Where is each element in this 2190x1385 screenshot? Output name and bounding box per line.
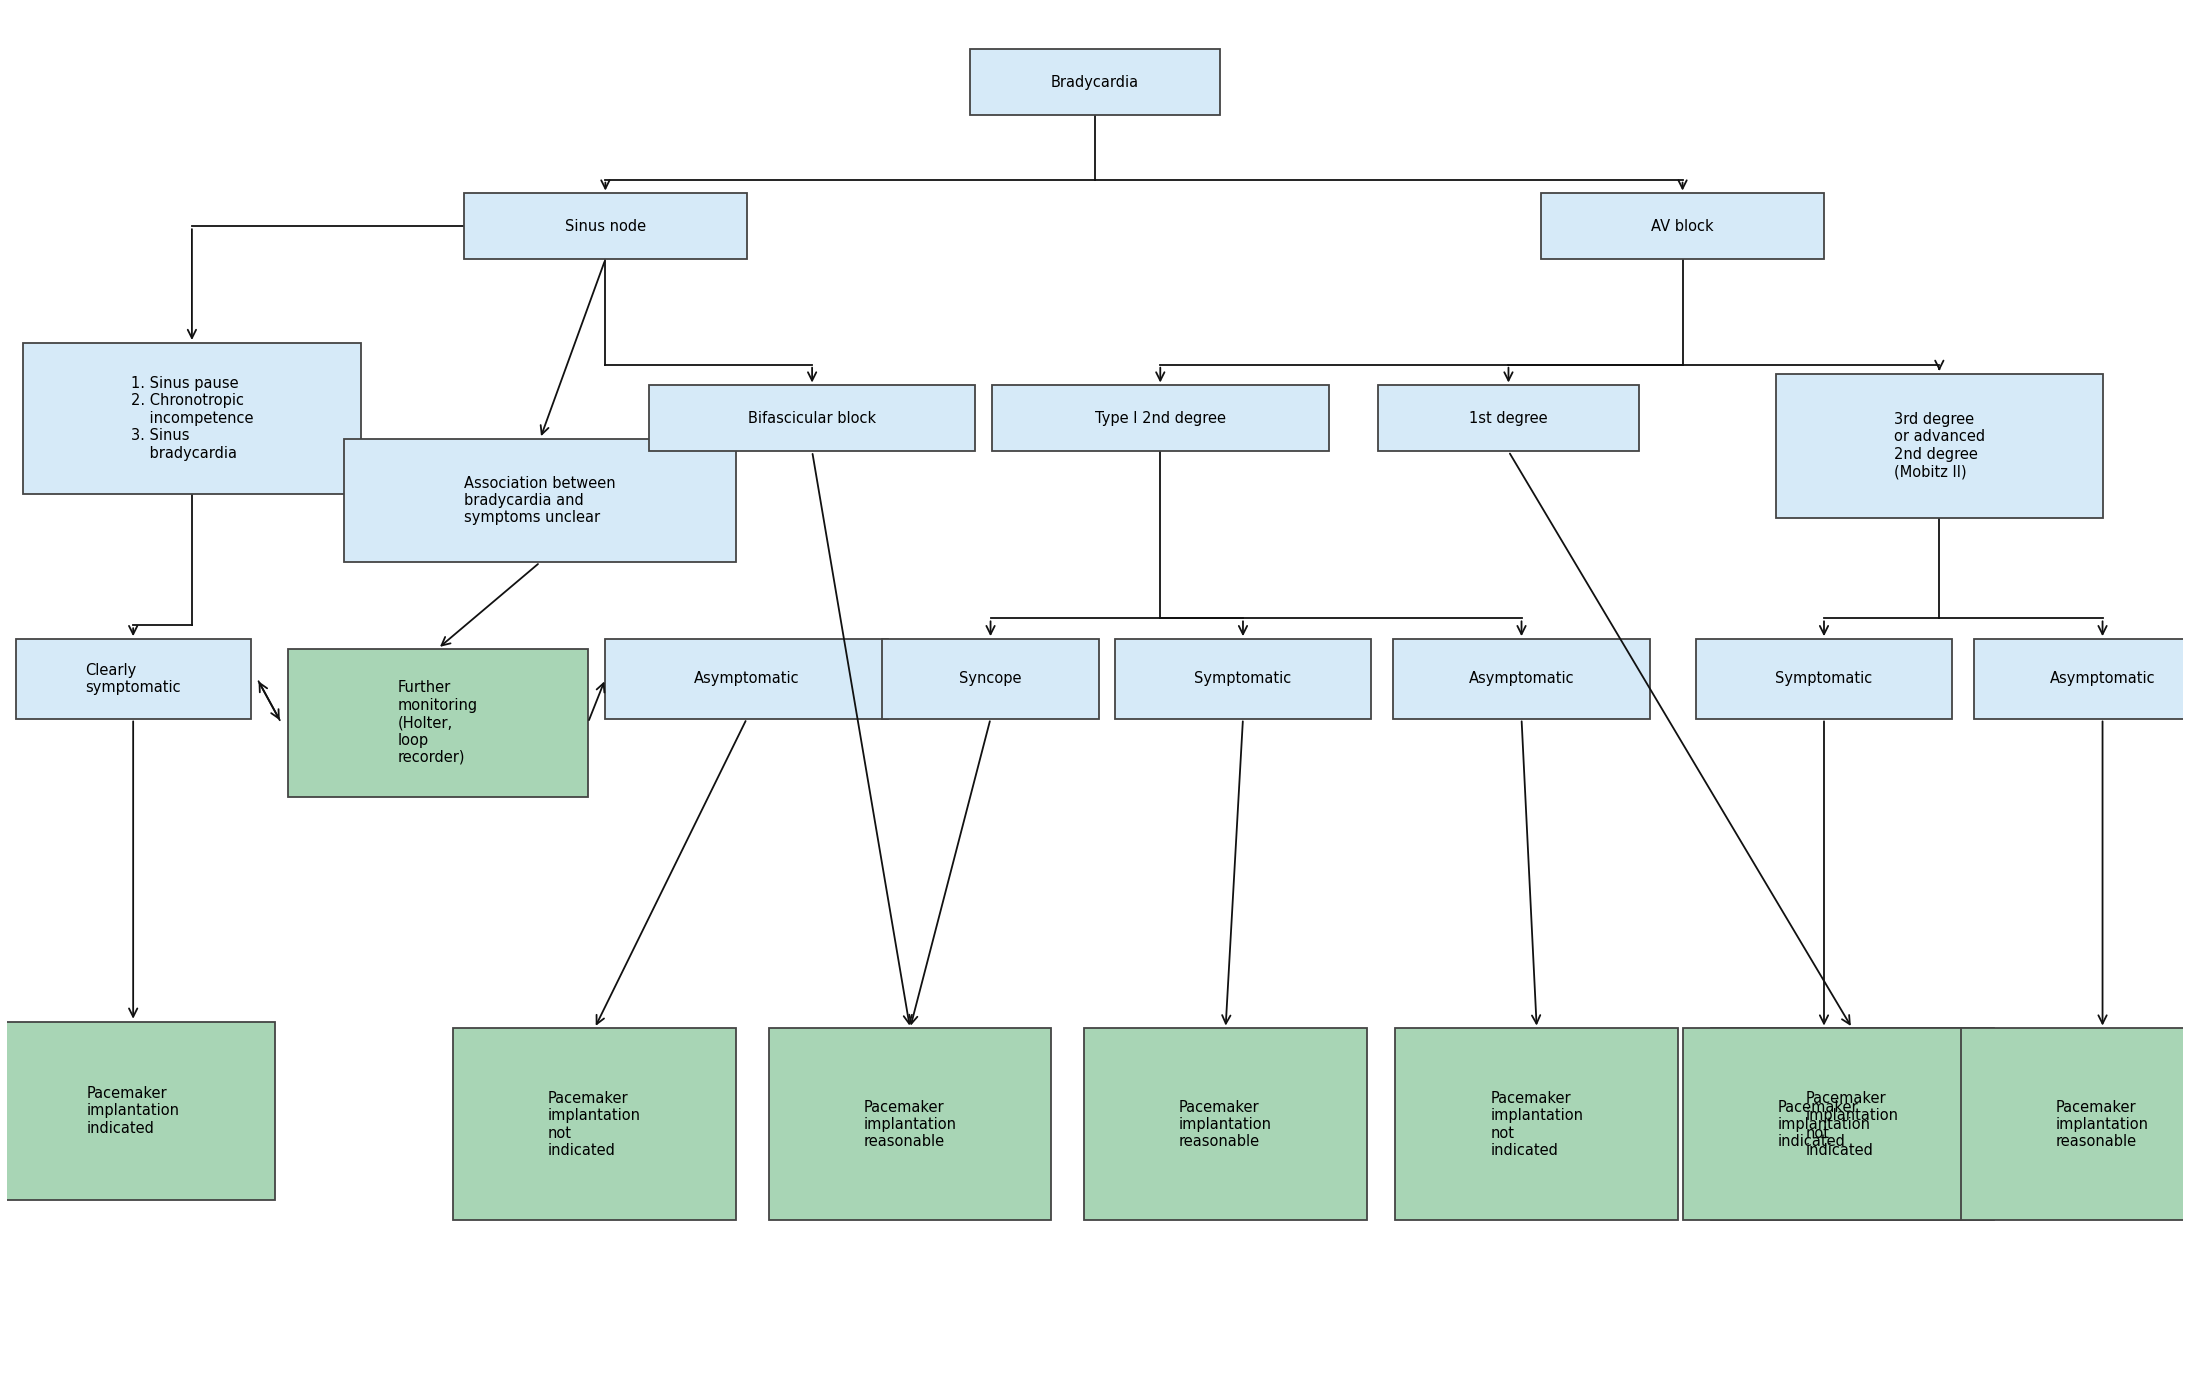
Bar [1115,638,1371,719]
Bar [1393,638,1649,719]
Bar [883,638,1099,719]
Text: Pacemaker
implantation
indicated: Pacemaker implantation indicated [1778,1100,1870,1150]
Text: Pacemaker
implantation
reasonable: Pacemaker implantation reasonable [1178,1100,1272,1150]
Bar [1542,194,1824,259]
Text: Pacemaker
implantation
reasonable: Pacemaker implantation reasonable [2056,1100,2148,1150]
Text: Pacemaker
implantation
not
indicated: Pacemaker implantation not indicated [1489,1091,1583,1158]
Bar [604,638,889,719]
Text: 1. Sinus pause
2. Chronotropic
    incompetence
3. Sinus
    bradycardia: 1. Sinus pause 2. Chronotropic incompete… [131,375,254,461]
Text: Pacemaker
implantation
reasonable: Pacemaker implantation reasonable [863,1100,957,1150]
Bar [0,1022,274,1199]
Bar [1776,374,2102,518]
Bar [970,50,1220,115]
Bar [1960,1029,2190,1220]
Text: Bradycardia: Bradycardia [1051,75,1139,90]
Text: AV block: AV block [1651,219,1715,234]
Bar [24,343,361,493]
Bar [648,385,975,452]
Bar [1682,1029,1964,1220]
Bar [1695,638,1953,719]
Text: Asymptomatic: Asymptomatic [2050,672,2155,687]
Bar [769,1029,1051,1220]
Text: Type I 2nd degree: Type I 2nd degree [1095,411,1226,425]
Bar [1378,385,1638,452]
Text: Asymptomatic: Asymptomatic [1469,672,1575,687]
Bar [287,648,587,796]
Text: Pacemaker
implantation
not
indicated: Pacemaker implantation not indicated [548,1091,642,1158]
Text: Bifascicular block: Bifascicular block [749,411,876,425]
Bar [1710,1029,1993,1220]
Bar [1973,638,2190,719]
Bar [464,194,747,259]
Text: Further
monitoring
(Holter,
loop
recorder): Further monitoring (Holter, loop recorde… [399,680,477,765]
Text: Syncope: Syncope [959,672,1023,687]
Text: Association between
bradycardia and
symptoms unclear: Association between bradycardia and symp… [464,475,615,525]
Text: Sinus node: Sinus node [565,219,646,234]
Text: Symptomatic: Symptomatic [1776,672,1872,687]
Text: Pacemaker
implantation
not
indicated: Pacemaker implantation not indicated [1807,1091,1899,1158]
Text: Clearly
symptomatic: Clearly symptomatic [85,662,182,695]
Bar [453,1029,736,1220]
Bar [344,439,736,562]
Text: Asymptomatic: Asymptomatic [694,672,799,687]
Text: 1st degree: 1st degree [1469,411,1548,425]
Bar [15,638,250,719]
Bar [992,385,1329,452]
Text: Pacemaker
implantation
indicated: Pacemaker implantation indicated [88,1086,180,1136]
Bar [1084,1029,1367,1220]
Text: Symptomatic: Symptomatic [1194,672,1292,687]
Bar [1395,1029,1678,1220]
Text: 3rd degree
or advanced
2nd degree
(Mobitz II): 3rd degree or advanced 2nd degree (Mobit… [1894,413,1984,479]
